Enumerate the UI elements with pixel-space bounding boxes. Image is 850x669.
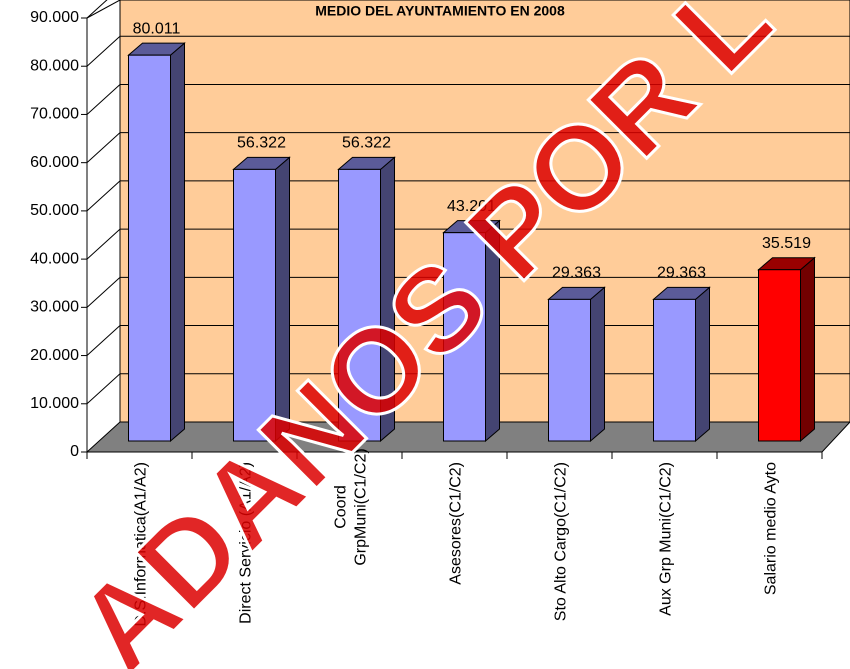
x-tick-label: Direct Servicio (A1/A2)	[238, 462, 255, 624]
x-tick-label: Sto Alto Cargo(C1/C2)	[553, 462, 570, 621]
bar-side	[170, 42, 185, 443]
bar	[232, 156, 291, 443]
grid-line	[86, 132, 121, 164]
grid-line	[86, 228, 121, 260]
grid-line	[86, 84, 121, 115]
data-label: 35.519	[762, 235, 811, 252]
y-tick-label: 90.000	[30, 9, 79, 26]
x-tick-label: Salario medio Ayto	[763, 462, 780, 595]
grid-line	[86, 35, 121, 67]
x-tick-label: Asesores(C1/C2)	[448, 462, 465, 585]
data-label: 29.363	[657, 265, 706, 282]
x-tick-label: Aux Grp Muni(C1/C2)	[658, 462, 675, 616]
y-tick-label: 60.000	[30, 154, 79, 171]
bar-front	[443, 232, 486, 442]
y-tick-label: 70.000	[30, 106, 79, 123]
data-label: 56.322	[342, 135, 391, 152]
y-tick-label: 0	[70, 443, 79, 460]
grid-line	[86, 373, 121, 405]
bar	[442, 219, 501, 443]
y-tick-label: 80.000	[30, 57, 79, 74]
data-label: 80.011	[133, 20, 181, 37]
bar-front	[233, 168, 276, 442]
chart-title: MEDIO DEL AYUNTAMIENTO EN 2008	[315, 3, 565, 19]
bar-side	[695, 286, 710, 443]
y-tick-label: 50.000	[30, 202, 79, 219]
grid-line	[86, 0, 108, 19]
x-tick-label: GrpMuni(C1/C2)	[353, 448, 370, 565]
bar	[547, 286, 606, 443]
bar-front	[128, 54, 171, 442]
y-tick-label: 40.000	[30, 250, 79, 267]
bar-front	[338, 168, 381, 442]
bar-front	[548, 298, 591, 442]
grid-line	[86, 325, 121, 356]
grid-line	[86, 276, 121, 308]
x-tick-label: D.S.Informatica(A1/A2)	[133, 462, 150, 627]
grid-line	[86, 180, 121, 212]
bar-front	[653, 298, 696, 442]
bar-side	[590, 286, 605, 443]
y-tick-label: 30.000	[30, 299, 79, 316]
bar	[757, 256, 816, 443]
data-label: 29.363	[552, 265, 601, 282]
data-label: 43.201	[447, 198, 496, 215]
bar	[127, 42, 186, 443]
data-label: 56.322	[237, 135, 286, 152]
bar-front	[758, 269, 801, 442]
plot: 0 10.000 20.000 30.000 40.000 50.000 60.000 70.…	[30, 0, 850, 627]
x-tick-label: Coord	[333, 485, 350, 529]
bar-side	[800, 256, 815, 443]
y-tick-label: 10.000	[30, 395, 79, 412]
y-tick-label: 20.000	[30, 347, 79, 364]
wall-edge	[86, 0, 121, 19]
bar	[337, 156, 396, 443]
bar	[652, 286, 711, 443]
